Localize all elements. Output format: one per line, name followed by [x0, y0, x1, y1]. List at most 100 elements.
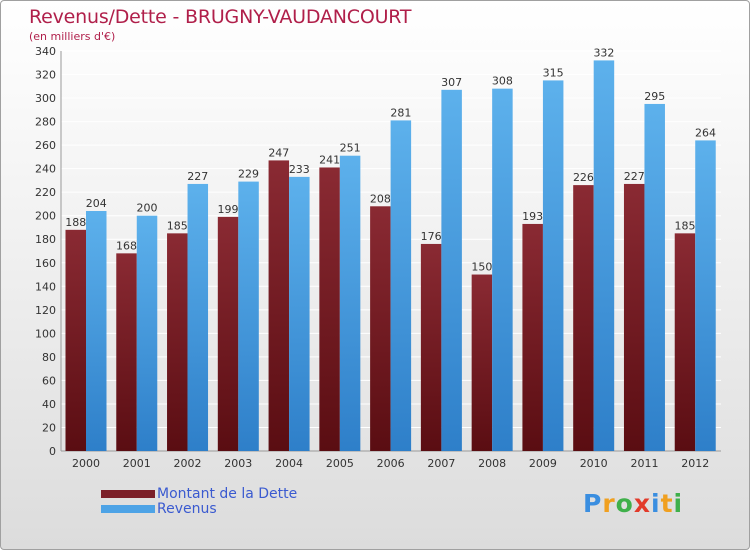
x-tick-label: 2004: [275, 457, 303, 470]
data-label: 247: [268, 146, 289, 159]
bar-revenus: [593, 60, 615, 451]
y-tick-label: 140: [35, 280, 56, 293]
y-tick-label: 200: [35, 210, 56, 223]
y-tick-label: 40: [42, 398, 56, 411]
bar-revenus: [695, 140, 716, 452]
x-tick-label: 2007: [427, 457, 455, 470]
data-label: 204: [86, 197, 107, 210]
bars: [65, 60, 716, 452]
y-tick-label: 80: [42, 351, 56, 364]
y-tick-label: 280: [35, 116, 56, 129]
bar-dette: [674, 233, 696, 451]
data-label: 308: [492, 75, 513, 88]
data-label: 241: [319, 153, 340, 166]
bar-dette: [319, 167, 340, 451]
data-label: 193: [522, 210, 543, 223]
logo-letter: i: [651, 489, 661, 518]
data-label: 168: [116, 239, 137, 252]
data-label: 295: [644, 90, 665, 103]
y-tick-label: 0: [49, 445, 56, 458]
data-label: 200: [137, 202, 158, 215]
legend-label-revenus: Revenus: [157, 501, 217, 517]
x-tick-label: 2000: [72, 457, 100, 470]
y-tick-label: 260: [35, 139, 56, 152]
y-tick-label: 320: [35, 69, 56, 82]
bar-dette: [217, 216, 239, 451]
data-label: 227: [624, 170, 645, 183]
data-label: 150: [471, 261, 492, 274]
y-axis-ticks: 0 20 40 60 80 100 120 140 160 180 200 220 240 260 280 3…: [35, 45, 56, 458]
bar-revenus: [289, 176, 310, 451]
x-tick-label: 2008: [478, 457, 506, 470]
y-tick-label: 240: [35, 163, 56, 176]
bar-revenus: [187, 183, 209, 452]
bar-revenus: [542, 80, 564, 451]
bar-revenus: [492, 88, 513, 451]
bar-dette: [522, 223, 543, 451]
x-axis-ticks: 2000 2001 2002 2003 2004 2005 2006 2007 2008 2009…: [72, 457, 709, 470]
logo-letter: r: [602, 489, 616, 518]
bar-dette: [471, 274, 493, 451]
y-tick-label: 20: [42, 421, 56, 434]
x-tick-label: 2001: [123, 457, 151, 470]
y-tick-label: 100: [35, 327, 56, 340]
x-tick-label: 2011: [630, 457, 658, 470]
data-label: 315: [543, 66, 564, 79]
logo-letter: i: [673, 489, 684, 518]
bar-dette: [370, 206, 391, 451]
data-label: 307: [441, 76, 462, 89]
data-label: 185: [674, 219, 695, 232]
x-tick-label: 2010: [580, 457, 608, 470]
bar-revenus: [136, 215, 158, 451]
data-label: 227: [187, 170, 208, 183]
x-tick-label: 2002: [174, 457, 202, 470]
y-tick-label: 180: [35, 233, 56, 246]
data-label: 176: [421, 230, 442, 243]
x-tick-label: 2005: [326, 457, 354, 470]
data-label: 264: [695, 126, 716, 139]
data-label: 332: [593, 46, 614, 59]
bar-revenus: [339, 155, 361, 452]
chart-title: Revenus/Dette - BRUGNY-VAUDANCOURT: [29, 6, 412, 28]
legend-swatch-revenus: [101, 505, 155, 513]
x-tick-label: 2009: [529, 457, 557, 470]
bar-dette: [573, 185, 594, 451]
logo-letter: P: [583, 489, 603, 518]
legend-label-dette: Montant de la Dette: [157, 486, 298, 502]
data-label: 185: [167, 219, 188, 232]
data-label: 281: [390, 106, 411, 119]
data-label: 226: [573, 171, 594, 184]
logo-letter: o: [615, 489, 634, 518]
bar-dette: [167, 233, 188, 451]
bar-revenus: [86, 211, 107, 451]
bar-dette: [623, 183, 645, 452]
legend-swatch-dette: [101, 490, 155, 498]
bar-dette: [116, 253, 137, 451]
y-tick-label: 220: [35, 186, 56, 199]
y-tick-label: 60: [42, 374, 56, 387]
bar-dette: [65, 229, 86, 451]
data-label: 229: [238, 168, 259, 181]
y-tick-label: 160: [35, 257, 56, 270]
bar-revenus: [644, 103, 665, 452]
bar-dette: [268, 160, 290, 452]
data-label: 199: [218, 203, 239, 216]
bar-dette: [420, 243, 442, 451]
logo-letter: t: [660, 489, 674, 518]
y-tick-label: 340: [35, 45, 56, 58]
y-tick-label: 120: [35, 304, 56, 317]
data-label: 188: [65, 216, 86, 229]
bar-revenus: [441, 89, 462, 451]
bar-revenus: [238, 181, 259, 451]
data-label: 208: [370, 192, 391, 205]
data-label: 233: [289, 163, 310, 176]
chart-subtitle: (en milliers d'€): [29, 30, 116, 43]
logo-letter: x: [633, 489, 651, 518]
data-label: 251: [340, 142, 361, 155]
proxiti-logo: Proxiti: [583, 489, 683, 518]
x-tick-label: 2006: [377, 457, 405, 470]
bar-revenus: [390, 120, 412, 451]
